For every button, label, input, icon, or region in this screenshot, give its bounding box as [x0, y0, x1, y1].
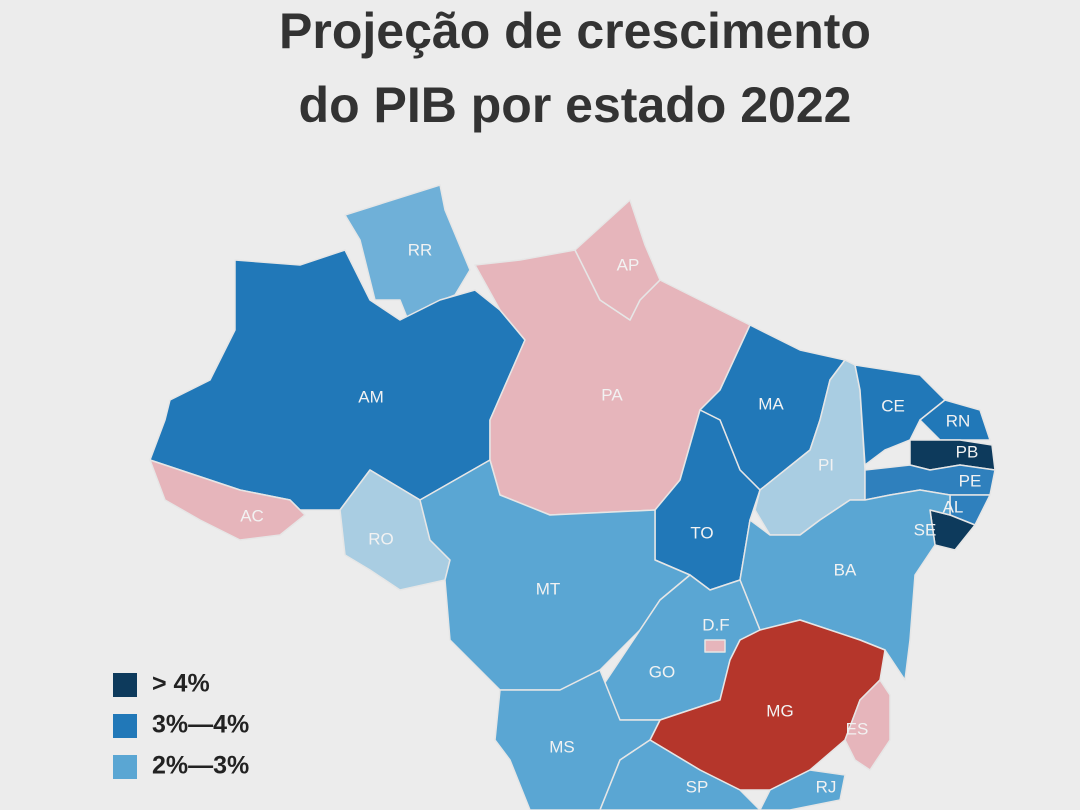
state-label: AC: [240, 506, 264, 525]
state-shape: [844, 679, 891, 771]
title-line: Projeção de crescimento: [279, 3, 871, 59]
state-shape: [704, 639, 726, 653]
legend-swatch: [113, 714, 137, 738]
state-label: AL: [943, 497, 964, 516]
legend-label: 3%—4%: [152, 711, 249, 739]
state-label: D.F: [702, 615, 729, 634]
legend-label: > 4%: [152, 670, 210, 698]
state-label: ES: [846, 719, 869, 738]
state-label: SP: [686, 777, 709, 796]
state-shape: [149, 249, 526, 511]
state-shape: [599, 739, 761, 810]
state-label: GO: [649, 662, 675, 681]
state-label: BA: [834, 560, 857, 579]
state-label: AP: [617, 255, 640, 274]
state-label: MS: [549, 737, 575, 756]
state-shape: [574, 199, 661, 321]
states: [149, 184, 996, 810]
legend-swatch: [113, 755, 137, 779]
state-label: MT: [536, 579, 561, 598]
state-label: MG: [766, 701, 793, 720]
state-label: PI: [818, 455, 834, 474]
state-label: TO: [690, 523, 713, 542]
state-shape: [149, 459, 306, 541]
state-shape: [759, 769, 846, 810]
state-label: PB: [956, 442, 979, 461]
state-label: PE: [959, 471, 982, 490]
state-label: RO: [368, 529, 394, 548]
state-label: RR: [408, 240, 433, 259]
title-line: do PIB por estado 2022: [299, 77, 852, 133]
legend-label: 2%—3%: [152, 752, 249, 780]
state-label: SE: [914, 520, 937, 539]
state-label: AM: [358, 387, 384, 406]
state-label: CE: [881, 396, 905, 415]
state-shape: [419, 459, 691, 691]
state-label: RN: [946, 411, 971, 430]
state-label: PA: [601, 385, 623, 404]
state-labels: RR AM AC RO PA AP MA TO PI CE RN PB PE AL SE BA MT GO D.F M…: [240, 240, 981, 796]
legend-swatch: [113, 673, 137, 697]
legend: > 4% 3%—4% 2%—3%: [113, 670, 249, 780]
state-label: RJ: [816, 777, 837, 796]
state-label: MA: [758, 394, 784, 413]
